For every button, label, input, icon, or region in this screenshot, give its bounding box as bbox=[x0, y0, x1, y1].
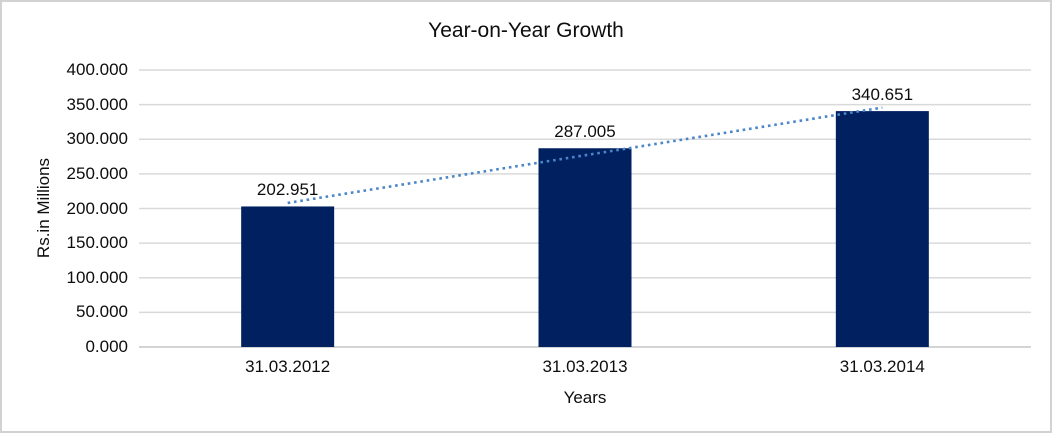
y-tick-label: 100.000 bbox=[66, 267, 128, 287]
y-tick-label: 150.000 bbox=[66, 233, 128, 253]
y-tick-label: 300.000 bbox=[66, 129, 128, 149]
y-tick-label: 350.000 bbox=[66, 94, 128, 114]
y-tick-label: 50.000 bbox=[76, 302, 128, 322]
bar-31.03.2012[interactable] bbox=[241, 206, 335, 347]
bar-31.03.2013[interactable] bbox=[538, 148, 632, 347]
y-tick-label: 0.000 bbox=[85, 337, 128, 356]
x-category-label: 31.03.2012 bbox=[245, 357, 331, 376]
bar-value-label: 202.951 bbox=[256, 180, 319, 200]
bar-value-label: 340.651 bbox=[851, 85, 914, 105]
chart-title: Year-on-Year Growth bbox=[428, 19, 624, 42]
bar-value-label: 287.005 bbox=[554, 122, 616, 142]
bar-31.03.2014[interactable] bbox=[835, 111, 929, 347]
x-category-label: 31.03.2013 bbox=[542, 357, 628, 376]
trendline[interactable] bbox=[287, 106, 883, 205]
x-category-label: 31.03.2014 bbox=[839, 357, 925, 376]
y-tick-label: 200.000 bbox=[66, 198, 128, 218]
x-axis-title: Years bbox=[563, 388, 607, 407]
y-tick-label: 250.000 bbox=[66, 163, 128, 183]
y-tick-label: 400.000 bbox=[66, 60, 128, 79]
